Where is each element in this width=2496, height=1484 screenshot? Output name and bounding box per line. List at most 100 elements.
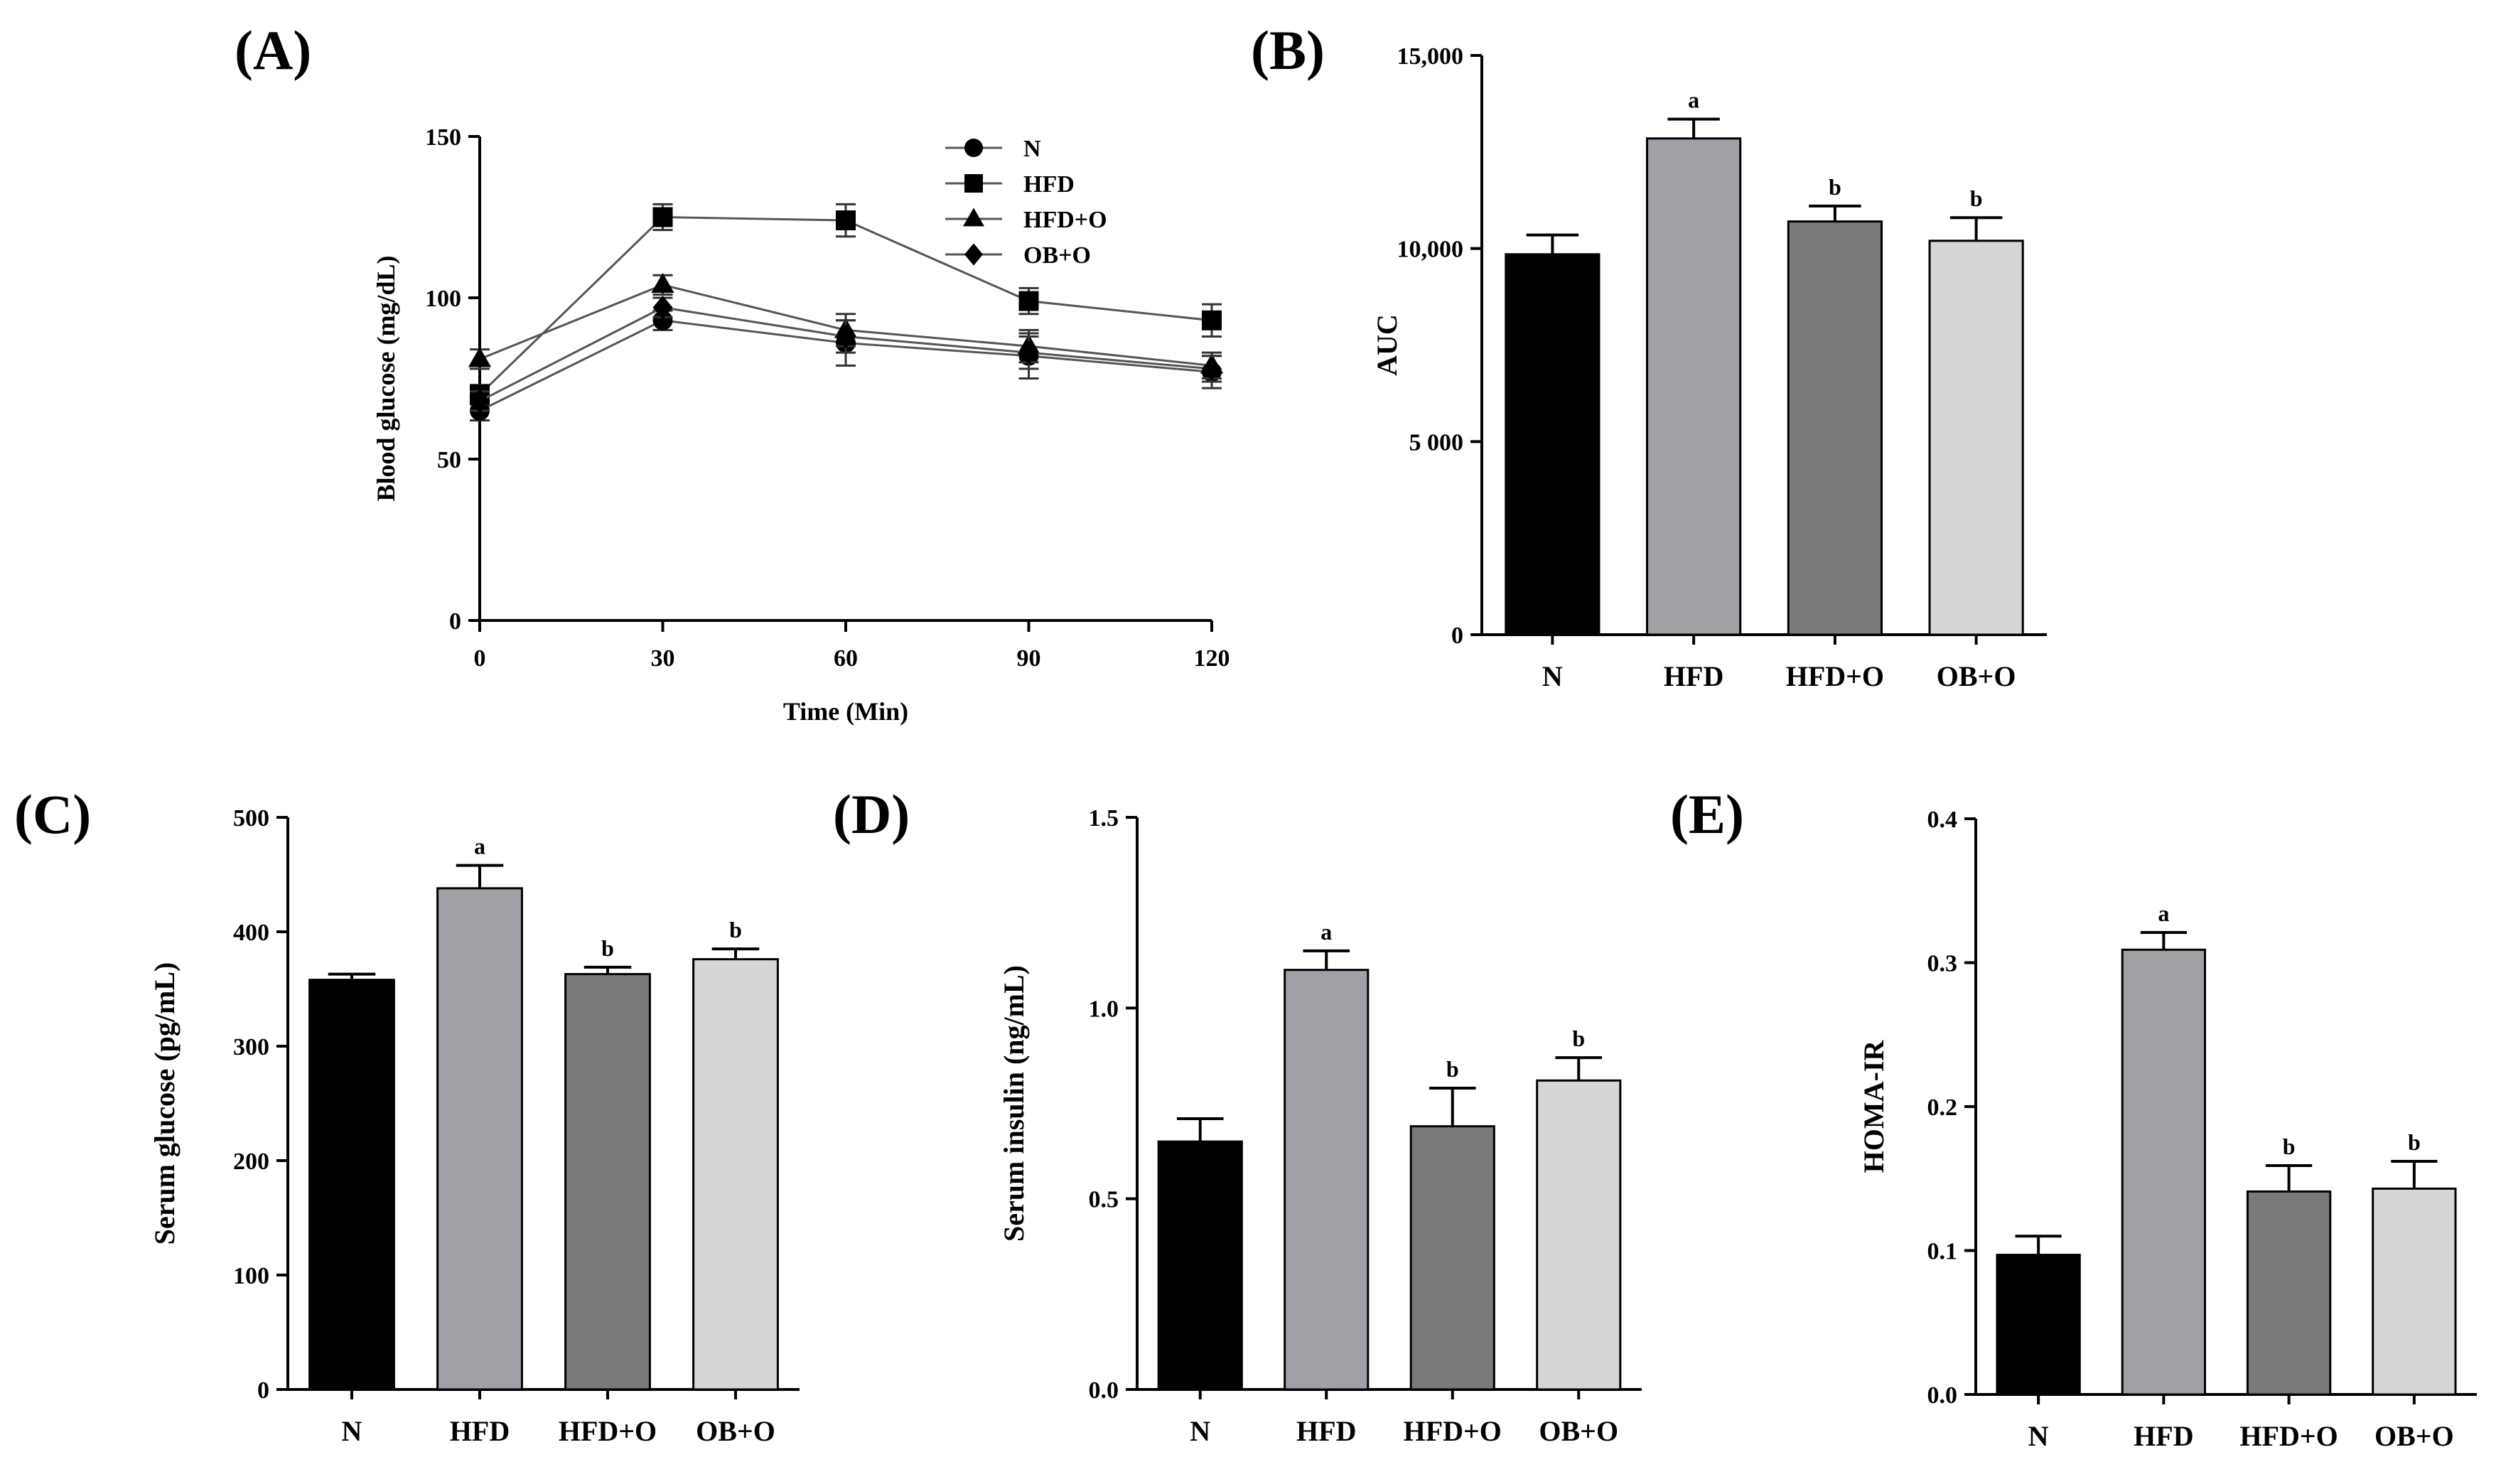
x-tick-label: N (1542, 660, 1563, 692)
y-tick-label: 1.0 (1089, 996, 1119, 1022)
x-tick-label: 120 (1194, 645, 1230, 672)
bar (308, 979, 395, 1391)
panel-b: (B) 0 5 000 10,000 15,000 N HFD a HFD+O b OB+O b AUC (1251, 19, 2047, 692)
y-tick-label: 15,000 (1397, 43, 1464, 70)
legend: N HFD HFD+O OB+O (945, 136, 1107, 269)
y-axis-title: HOMA-IR (1858, 1040, 1890, 1173)
panel-label: (D) (833, 783, 910, 845)
bar (692, 958, 779, 1391)
bar (1787, 220, 1883, 636)
y-tick-label: 50 (437, 447, 461, 473)
panel-label: (E) (1670, 783, 1744, 845)
y-tick-label: 0 (449, 608, 461, 635)
y-axis-title: Serum glucose (pg/mL) (149, 962, 181, 1245)
significance-label: b (1446, 1056, 1459, 1082)
x-tick-label: 30 (651, 645, 675, 672)
x-tick-label: HFD+O (559, 1415, 657, 1447)
y-tick-label: 5 000 (1409, 429, 1464, 456)
legend-entry: OB+O (1023, 242, 1091, 269)
panel-e: (E) 0.0 0.1 0.2 0.3 0.4 N HFD a HFD+O b OB+O b HOMA-I… (1670, 783, 2477, 1452)
significance-label: b (1829, 174, 1841, 200)
y-tick-label: 1.5 (1089, 805, 1119, 832)
panel-d: (D) 0.0 0.5 1.0 1.5 N HFD a HFD+O b OB+O b Serum ins… (833, 783, 1642, 1447)
significance-label: b (1970, 186, 1983, 211)
marker-square (836, 210, 856, 231)
panel-label: (B) (1251, 19, 1325, 81)
marker-diamond (470, 389, 490, 414)
panel-label: (A) (235, 19, 311, 81)
x-tick-label: HFD+O (2239, 1420, 2338, 1452)
x-tick-label: HFD (1664, 660, 1723, 692)
x-axis-title: Time (Min) (783, 697, 908, 726)
x-tick-label: HFD (450, 1415, 510, 1447)
bar (1505, 253, 1601, 636)
bar (1536, 1079, 1622, 1391)
x-tick-label: 60 (834, 645, 858, 672)
y-tick-label: 200 (233, 1149, 269, 1175)
y-tick-label: 0.5 (1089, 1187, 1119, 1213)
y-tick-label: 100 (233, 1263, 269, 1289)
x-tick-label: HFD+O (1786, 660, 1884, 692)
significance-label: a (2158, 900, 2169, 926)
significance-label: b (2283, 1134, 2296, 1159)
marker-square (1202, 310, 1222, 330)
marker-square (964, 174, 983, 193)
marker-diamond (1018, 340, 1039, 365)
y-tick-label: 0.2 (1927, 1095, 1958, 1121)
legend-entry: HFD+O (1023, 207, 1107, 233)
bar (1996, 1254, 2081, 1396)
bar (1284, 969, 1370, 1391)
significance-label: a (1320, 919, 1332, 945)
chart-root: (A) 0 50 100 150 0 30 60 90 120 N HFD HFD+O OB+O Blood… (14, 19, 2477, 1452)
x-tick-label: N (2028, 1420, 2049, 1452)
x-tick-label: 0 (474, 645, 486, 672)
significance-label: b (2408, 1129, 2421, 1155)
x-tick-label: OB+O (696, 1415, 775, 1447)
x-tick-label: OB+O (1539, 1415, 1618, 1447)
x-tick-label: OB+O (2374, 1420, 2454, 1452)
y-tick-label: 0.1 (1927, 1239, 1958, 1265)
y-tick-label: 0.0 (1927, 1382, 1958, 1409)
bar (2121, 948, 2207, 1396)
x-tick-label: 90 (1017, 645, 1041, 672)
significance-label: a (474, 834, 485, 859)
bar (436, 887, 523, 1391)
x-tick-label: HFD (2134, 1420, 2193, 1452)
panel-a: (A) 0 50 100 150 0 30 60 90 120 N HFD HFD+O OB+O Blood… (235, 19, 1230, 726)
legend-entry: N (1023, 136, 1041, 162)
bar (2246, 1190, 2332, 1396)
significance-label: b (1572, 1026, 1585, 1051)
x-tick-label: N (342, 1415, 362, 1447)
series-ob-plus-o (470, 295, 1222, 414)
y-tick-label: 400 (233, 920, 269, 946)
y-tick-label: 0.0 (1089, 1377, 1119, 1404)
significance-label: b (729, 917, 742, 942)
bar (1157, 1140, 1243, 1391)
y-tick-label: 150 (425, 124, 461, 151)
marker-diamond (964, 243, 983, 266)
x-tick-label: N (1190, 1415, 1210, 1447)
marker-circle (652, 310, 673, 330)
significance-label: b (601, 935, 614, 961)
y-tick-label: 0.3 (1927, 951, 1958, 977)
bar (1646, 137, 1742, 636)
bar (564, 973, 651, 1391)
y-axis-title: Blood glucose (mg/dL) (372, 255, 400, 501)
marker-diamond (1202, 357, 1222, 381)
x-tick-label: OB+O (1937, 660, 2016, 692)
y-axis-title: AUC (1371, 314, 1403, 376)
marker-triangle (468, 347, 492, 367)
marker-square (1018, 291, 1039, 311)
marker-triangle (651, 273, 674, 294)
bar (1409, 1125, 1495, 1391)
y-tick-label: 10,000 (1397, 237, 1464, 263)
marker-triangle (963, 208, 984, 227)
marker-diamond (652, 295, 673, 320)
panel-label: (C) (14, 783, 91, 845)
y-tick-label: 0 (1451, 623, 1463, 649)
marker-square (652, 207, 673, 227)
y-tick-label: 0.4 (1927, 807, 1958, 833)
y-tick-label: 100 (425, 286, 461, 312)
marker-diamond (836, 324, 856, 349)
